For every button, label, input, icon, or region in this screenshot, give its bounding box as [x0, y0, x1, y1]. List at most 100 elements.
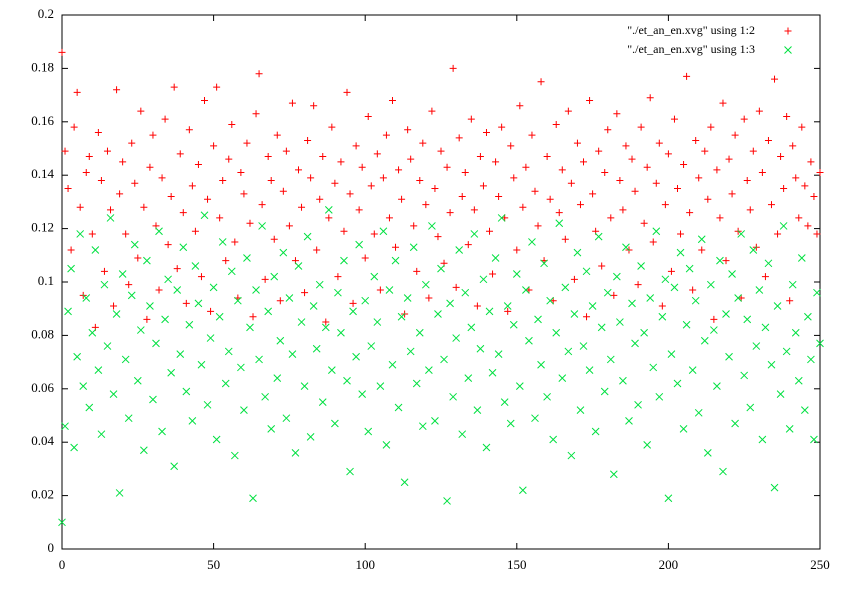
- point: [685, 264, 694, 273]
- point: [67, 246, 75, 254]
- point: [179, 243, 188, 252]
- point: [364, 112, 372, 120]
- point: [689, 286, 697, 294]
- point: [567, 179, 575, 187]
- point: [179, 209, 187, 217]
- point: [407, 155, 415, 163]
- point: [637, 262, 645, 270]
- point: [522, 163, 530, 171]
- point: [449, 392, 457, 401]
- y-tick-label: 0.06: [31, 380, 54, 395]
- point: [434, 233, 442, 241]
- point: [737, 230, 746, 238]
- point: [719, 467, 727, 476]
- point: [391, 256, 400, 265]
- point: [449, 64, 457, 72]
- point: [497, 214, 506, 222]
- legend-label: "./et_an_en.xvg" using 1:2: [627, 23, 755, 37]
- point: [128, 139, 136, 147]
- point: [82, 169, 90, 177]
- point: [703, 449, 712, 457]
- point: [370, 272, 379, 281]
- point: [437, 264, 445, 273]
- point: [70, 443, 78, 452]
- point: [782, 347, 791, 356]
- point: [218, 238, 227, 246]
- point: [288, 99, 296, 107]
- point: [710, 315, 718, 323]
- point: [667, 267, 675, 275]
- point: [252, 286, 260, 294]
- point: [213, 83, 221, 91]
- point: [358, 390, 367, 398]
- point: [489, 270, 497, 278]
- point: [110, 302, 118, 310]
- y-tick-label: 0: [48, 540, 55, 555]
- point: [509, 320, 518, 329]
- point: [683, 72, 691, 80]
- point: [434, 310, 442, 318]
- point: [595, 147, 603, 155]
- point: [279, 187, 287, 195]
- point: [291, 449, 300, 457]
- point: [688, 366, 697, 374]
- point: [673, 185, 681, 193]
- point: [570, 275, 578, 283]
- point: [143, 256, 151, 265]
- point: [225, 155, 233, 163]
- point: [564, 347, 573, 356]
- point: [443, 497, 451, 505]
- point: [249, 313, 257, 321]
- point: [307, 174, 315, 182]
- point: [191, 262, 200, 270]
- point: [340, 227, 348, 235]
- point: [412, 379, 421, 388]
- point: [458, 430, 467, 439]
- point: [791, 328, 800, 337]
- point: [334, 288, 342, 297]
- point: [279, 248, 288, 257]
- point: [716, 214, 724, 222]
- point: [755, 107, 763, 115]
- point: [216, 214, 224, 222]
- point: [622, 142, 630, 150]
- point: [224, 347, 233, 356]
- x-tick-label: 0: [59, 557, 66, 572]
- point: [91, 246, 100, 254]
- point: [749, 147, 757, 155]
- point: [609, 470, 618, 479]
- point: [109, 390, 118, 398]
- point: [616, 318, 624, 326]
- point: [136, 326, 145, 334]
- point: [570, 310, 579, 318]
- point: [376, 286, 384, 294]
- point: [116, 190, 124, 198]
- legend-marker: [784, 27, 792, 35]
- point: [328, 123, 336, 131]
- point: [107, 206, 115, 214]
- point: [255, 70, 263, 78]
- point: [185, 320, 194, 329]
- point: [504, 307, 512, 315]
- point: [143, 315, 151, 323]
- point: [316, 195, 324, 203]
- point: [649, 238, 657, 246]
- point: [100, 280, 109, 289]
- point: [264, 153, 272, 161]
- point: [294, 262, 303, 270]
- point: [309, 302, 318, 310]
- legend-marker: [784, 46, 792, 54]
- point: [215, 312, 224, 321]
- point: [670, 283, 679, 292]
- point: [661, 201, 669, 209]
- point: [603, 288, 612, 297]
- x-tick-label: 100: [355, 557, 375, 572]
- point: [597, 323, 606, 332]
- point: [564, 107, 572, 115]
- point: [346, 467, 354, 476]
- point: [131, 179, 139, 187]
- point: [203, 400, 212, 409]
- point: [546, 296, 555, 305]
- point: [807, 158, 815, 166]
- point: [201, 96, 209, 104]
